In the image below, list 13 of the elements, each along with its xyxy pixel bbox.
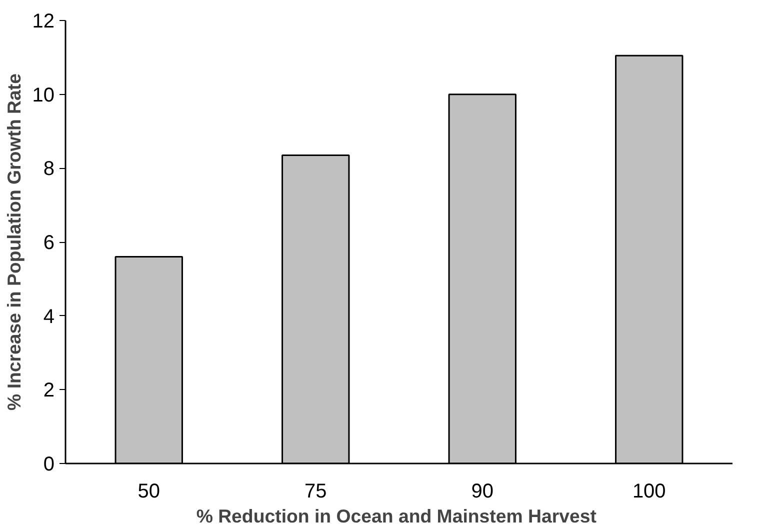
x-tick-label: 100 bbox=[632, 480, 666, 502]
y-tick-label: 2 bbox=[43, 380, 54, 402]
y-tick-label: 8 bbox=[43, 158, 54, 180]
y-tick-label: 12 bbox=[32, 10, 55, 32]
y-tick-label: 6 bbox=[43, 232, 54, 254]
x-tick-label: 50 bbox=[138, 480, 160, 502]
x-axis-title: % Reduction in Ocean and Mainstem Harvest bbox=[196, 506, 596, 526]
y-tick-label: 0 bbox=[43, 454, 54, 476]
x-tick-label: 75 bbox=[304, 480, 327, 502]
y-tick-label: 10 bbox=[32, 84, 55, 106]
x-tick-label: 90 bbox=[471, 480, 494, 502]
y-tick-label: 4 bbox=[43, 306, 54, 328]
y-axis-title: % Increase in Population Growth Rate bbox=[3, 74, 24, 410]
